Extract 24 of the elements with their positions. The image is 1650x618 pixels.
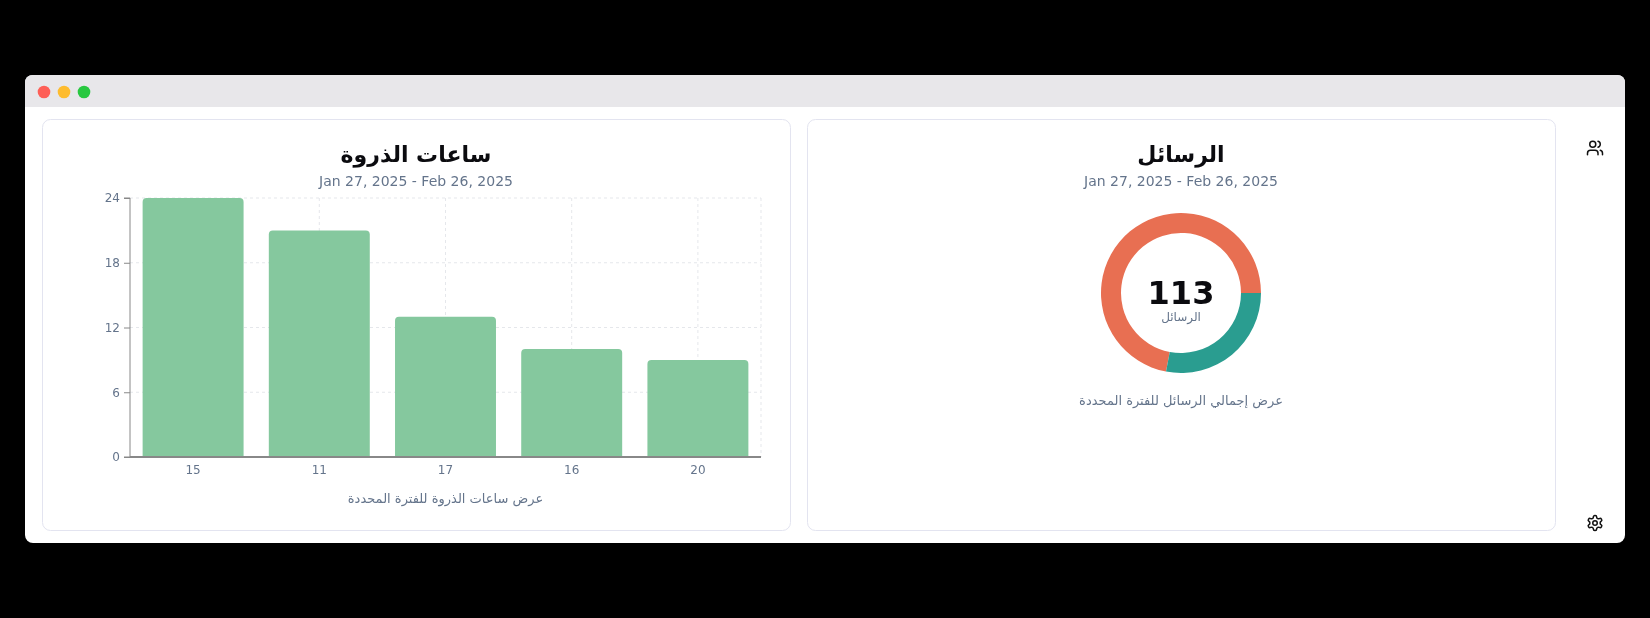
bar bbox=[395, 316, 496, 457]
chart-subtitle: Jan 27, 2025 - Feb 26, 2025 bbox=[1083, 173, 1278, 189]
bar bbox=[268, 230, 370, 457]
bar bbox=[521, 349, 623, 457]
bar bbox=[142, 198, 244, 457]
chart-title: الرسائل bbox=[1137, 142, 1225, 168]
text: عرض ساعات الذروة للفترة المحددة bbox=[347, 491, 544, 507]
y-tick-label: 24 bbox=[104, 191, 120, 206]
x-tick-label: 15 bbox=[185, 462, 201, 477]
text: 113 bbox=[1147, 274, 1215, 312]
x-tick-label: 11 bbox=[311, 462, 327, 477]
x-tick-label: 17 bbox=[437, 462, 454, 477]
text: عرض إجمالي الرسائل للفترة المحددة bbox=[1079, 393, 1283, 409]
y-tick-label: 6 bbox=[112, 385, 120, 400]
donut-slice bbox=[1101, 213, 1261, 372]
bar bbox=[647, 359, 749, 457]
y-tick-label: 12 bbox=[104, 320, 120, 335]
x-tick-label: 16 bbox=[564, 462, 580, 477]
y-tick-label: 18 bbox=[104, 256, 120, 271]
x-tick-label: 20 bbox=[690, 462, 706, 477]
chart-title: ساعات الذروة bbox=[340, 142, 492, 168]
chart-subtitle: Jan 27, 2025 - Feb 26, 2025 bbox=[318, 173, 513, 189]
y-tick-label: 0 bbox=[112, 450, 120, 465]
text: الرسائل bbox=[1161, 310, 1201, 325]
